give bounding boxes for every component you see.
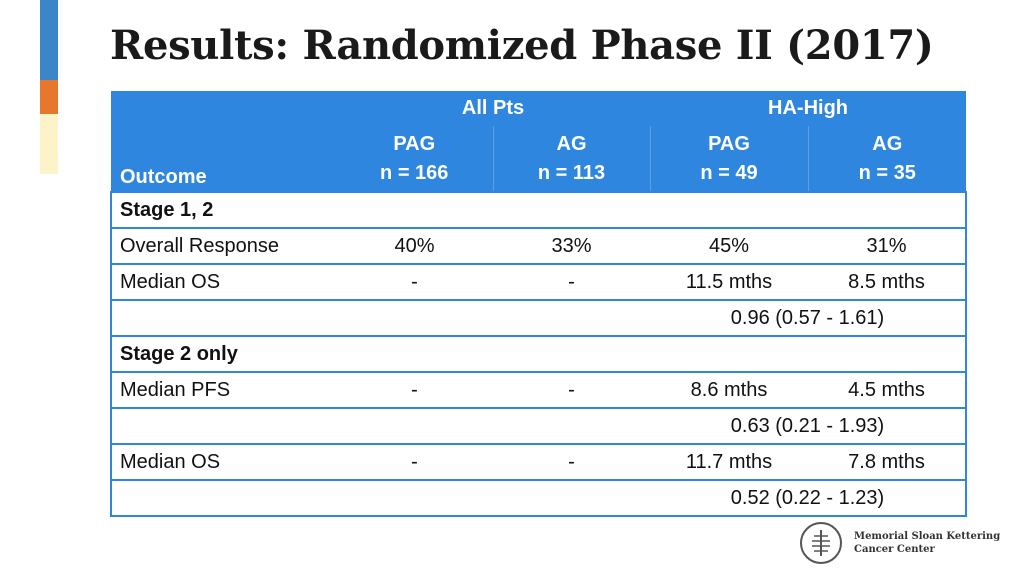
row-label: Median OS <box>110 443 336 480</box>
table-cell: - <box>336 263 493 300</box>
empty-cell <box>110 299 650 336</box>
table-row-median-os-stage-1-2: Median OS - - 11.5 mths 8.5 mths <box>110 263 968 300</box>
empty-cell <box>110 407 650 444</box>
table-cell: - <box>493 263 650 300</box>
group-header-all-pts: All Pts <box>336 91 650 126</box>
hazard-ratio-cell: 0.63 (0.21 - 1.93) <box>650 407 968 444</box>
table-row-median-pfs: Median PFS - - 8.6 mths 4.5 mths <box>110 371 968 408</box>
arm-name: PAG <box>708 132 750 155</box>
group-header-row: Outcome All Pts HA-High <box>111 91 967 192</box>
empty-cell <box>110 479 650 517</box>
hazard-ratio-cell: 0.96 (0.57 - 1.61) <box>650 299 968 336</box>
slide-title: Results: Randomized Phase II (2017) <box>110 22 934 69</box>
table-row-overall-response: Overall Response 40% 33% 45% 31% <box>110 227 968 264</box>
arm-n: n = 35 <box>858 161 916 184</box>
table-cell: 7.8 mths <box>808 443 968 480</box>
group-header-ha-high: HA-High <box>650 91 967 126</box>
table-cell: - <box>336 371 493 408</box>
table-cell: 40% <box>336 227 493 264</box>
table-cell: - <box>336 443 493 480</box>
table-cell: - <box>493 443 650 480</box>
arm-header-pag-all: PAG n = 166 <box>336 126 493 192</box>
arm-name: AG <box>872 132 903 155</box>
table-cell: 11.5 mths <box>650 263 808 300</box>
msk-logo: Memorial Sloan Kettering Cancer Center <box>800 522 1000 568</box>
table-cell: 8.6 mths <box>650 371 808 408</box>
arm-header-row: PAG n = 166 AG n = 113 PAG n = 49 AG n =… <box>111 126 967 192</box>
msk-logo-mark <box>812 530 830 556</box>
arm-n: n = 113 <box>537 161 606 184</box>
section-row-stage-2-only: Stage 2 only <box>109 335 968 372</box>
row-label: Median PFS <box>110 371 336 408</box>
table-cell: 31% <box>808 227 968 264</box>
table-cell: 4.5 mths <box>808 371 968 408</box>
accent-bar-orange <box>40 80 58 114</box>
row-label: Overall Response <box>110 227 336 264</box>
table-cell: 11.7 mths <box>650 443 808 480</box>
arm-header-pag-ha-high: PAG n = 49 <box>649 126 808 192</box>
table-cell: 33% <box>493 227 650 264</box>
outcome-header: Outcome <box>111 91 336 192</box>
logo-line-1: Memorial Sloan Kettering <box>854 531 1001 542</box>
arm-header-ag-ha-high: AG n = 35 <box>807 126 967 192</box>
arm-n: n = 49 <box>700 161 758 184</box>
accent-bar-blue <box>40 0 58 80</box>
table-row-median-os-stage-2: Median OS - - 11.7 mths 7.8 mths <box>110 443 968 480</box>
section-label: Stage 2 only <box>109 335 968 372</box>
msk-logo-icon <box>800 522 842 564</box>
results-table: Outcome All Pts HA-High PAG n = 166 AG n… <box>109 91 968 517</box>
table-cell: - <box>493 371 650 408</box>
logo-line-2: Cancer Center <box>854 544 935 555</box>
table-cell: 45% <box>650 227 808 264</box>
table-row-hr-os-stage-2: 0.52 (0.22 - 1.23) <box>110 479 968 517</box>
accent-bar-cream <box>40 114 58 174</box>
table-row-hr-os-stage-1-2: 0.96 (0.57 - 1.61) <box>110 299 968 336</box>
section-row-stage-1-2: Stage 1, 2 <box>109 191 968 228</box>
row-label: Median OS <box>110 263 336 300</box>
table-row-hr-pfs: 0.63 (0.21 - 1.93) <box>110 407 968 444</box>
arm-name: AG <box>556 132 587 155</box>
arm-n: n = 166 <box>380 161 449 184</box>
table-cell: 8.5 mths <box>808 263 968 300</box>
arm-header-ag-all: AG n = 113 <box>492 126 650 192</box>
msk-logo-text: Memorial Sloan Kettering Cancer Center <box>854 530 1000 556</box>
section-label: Stage 1, 2 <box>109 191 968 228</box>
arm-name: PAG <box>393 132 436 155</box>
hazard-ratio-cell: 0.52 (0.22 - 1.23) <box>650 479 968 517</box>
